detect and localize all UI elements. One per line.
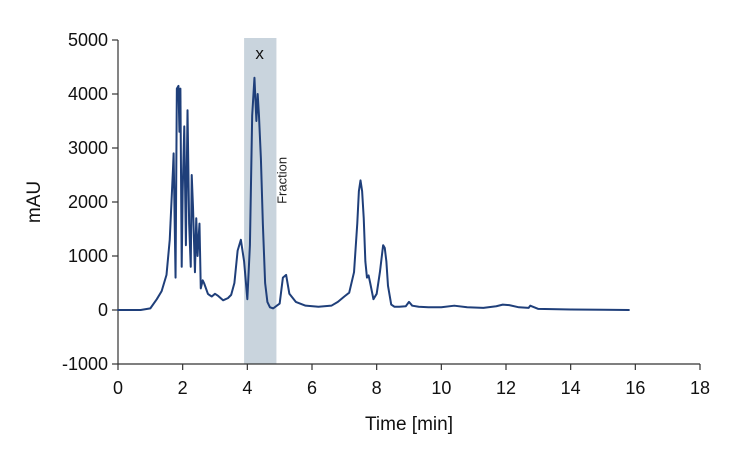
fraction-region	[244, 38, 277, 364]
x-tick-label: 18	[690, 378, 710, 398]
x-tick-label: 16	[625, 378, 645, 398]
y-tick-label: -1000	[62, 354, 108, 374]
x-tick-label: 10	[431, 378, 451, 398]
y-tick-label: 4000	[68, 84, 108, 104]
fraction-label: Fraction	[274, 157, 289, 204]
x-tick-label: 6	[307, 378, 317, 398]
x-axis-label: Time [min]	[365, 414, 453, 435]
x-tick-label: 14	[561, 378, 581, 398]
x-tick-label: 4	[242, 378, 252, 398]
y-tick-label: 1000	[68, 246, 108, 266]
x-tick-label: 12	[496, 378, 516, 398]
x-tick-label: 0	[113, 378, 123, 398]
x-ticks: 0 2 4 6 8 10 12 14 16 18	[113, 364, 710, 398]
y-tick-label: 2000	[68, 192, 108, 212]
x-tick-label: 8	[372, 378, 382, 398]
fraction-layer: Fraction x	[244, 38, 289, 364]
series-layer	[117, 76, 630, 311]
y-tick-label: 0	[98, 300, 108, 320]
x-tick-label: 2	[178, 378, 188, 398]
series-line-1	[117, 76, 630, 311]
y-axis-label: mAU	[24, 181, 45, 223]
y-tick-label: 5000	[68, 30, 108, 50]
y-ticks: -1000 0 1000 2000 3000 4000 5000	[62, 30, 118, 374]
fraction-marker-x: x	[255, 44, 264, 63]
y-tick-label: 3000	[68, 138, 108, 158]
